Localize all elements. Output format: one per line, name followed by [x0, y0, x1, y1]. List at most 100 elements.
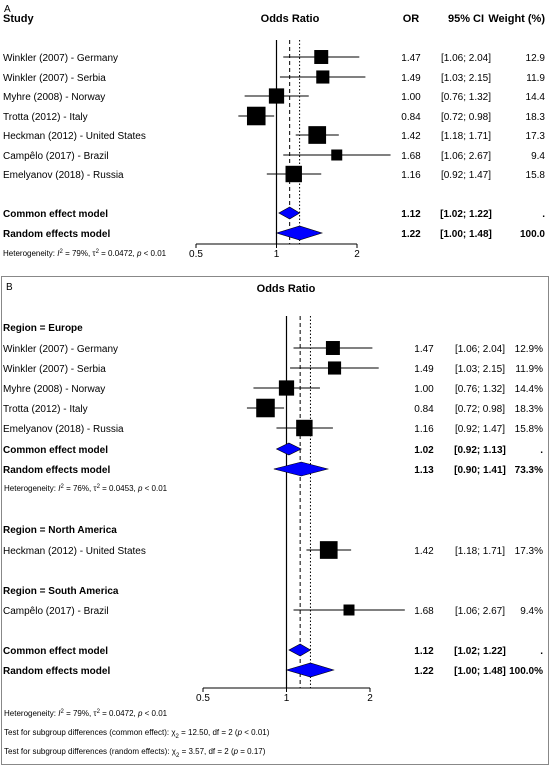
- or-value: 0.84: [414, 404, 434, 415]
- het-part: I: [58, 484, 61, 493]
- or-value: 1.00: [414, 384, 434, 395]
- het-part: τ: [93, 709, 97, 718]
- common-effect-or: 1.12: [414, 646, 434, 657]
- or-value: 1.47: [401, 53, 421, 64]
- study-label: Winkler (2007) - Serbia: [3, 364, 106, 375]
- study-label: Emelyanov (2018) - Russia: [3, 170, 124, 181]
- study-label: Campêlo (2017) - Brazil: [3, 606, 109, 617]
- heterogeneity-text: Heterogeneity: I2 = 79%, τ2 = 0.0472, p …: [3, 249, 167, 258]
- het-part: = 0.0472,: [99, 249, 137, 258]
- subgroup-random-effects-or: 1.13: [414, 465, 434, 476]
- ci-value: [1.06; 2.67]: [441, 151, 491, 162]
- panel-b: B Odds Ratio 0.5 1 2 Region = Europe Winkle…: [3, 282, 543, 759]
- weight-value: 11.9: [526, 73, 545, 84]
- common-effect-weight: .: [540, 646, 543, 657]
- weight-value: 9.4: [531, 151, 545, 162]
- random-effects-or: 1.22: [401, 229, 421, 240]
- random-effects-label: Random effects model: [3, 666, 110, 677]
- het-part: I: [58, 709, 61, 718]
- test-part: 2: [176, 734, 180, 740]
- subgroup-common-effect-weight: .: [540, 445, 543, 456]
- ci-value: [0.92; 1.47]: [441, 170, 491, 181]
- panel-b-rows: Region = Europe Winkler (2007) - Germany 1…: [3, 323, 543, 678]
- common-effect-or: 1.12: [401, 209, 421, 220]
- superscript-2: 2: [97, 709, 101, 715]
- study-marker: [296, 419, 313, 437]
- subgroup-common-effect-label: Common effect model: [3, 445, 108, 456]
- study-label: Heckman (2012) - United States: [3, 131, 146, 142]
- test-part: 2: [176, 753, 180, 759]
- weight-value: 12.9%: [515, 344, 543, 355]
- study-marker: [314, 50, 329, 64]
- panel-a-rows: Winkler (2007) - Germany 1.47 [1.06; 2.04]…: [3, 50, 546, 241]
- x-tick-label: 0.5: [196, 693, 210, 704]
- het-part: = 0.0472,: [100, 709, 138, 718]
- study-marker: [246, 106, 266, 126]
- study-marker: [278, 380, 295, 396]
- header-weight: Weight (%): [488, 13, 545, 25]
- superscript-2: 2: [60, 249, 64, 255]
- random-effects-diamond: [275, 225, 324, 241]
- random-effects-weight: 100.0: [520, 229, 545, 240]
- or-value: 1.49: [414, 364, 434, 375]
- header-or: OR: [403, 13, 420, 25]
- het-part: Heterogeneity:: [4, 709, 58, 718]
- heterogeneity-europe-text: Heterogeneity: I2 = 76%, τ2 = 0.0453, p …: [4, 484, 168, 493]
- het-part: < 0.01: [142, 709, 167, 718]
- study-label: Winkler (2007) - Serbia: [3, 73, 106, 84]
- random-effects-diamond: [285, 662, 335, 678]
- or-value: 1.16: [401, 170, 421, 181]
- study-marker: [325, 341, 340, 355]
- random-effects-ci: [1.00; 1.48]: [440, 229, 492, 240]
- subgroup-random-effects-weight: 73.3%: [515, 465, 543, 476]
- or-value: 1.47: [414, 344, 434, 355]
- subgroup-title: Region = South America: [3, 586, 119, 597]
- study-label: Trotta (2012) - Italy: [3, 404, 88, 415]
- het-part: p: [136, 249, 142, 258]
- header-study: Study: [3, 13, 34, 25]
- or-value: 1.68: [414, 606, 434, 617]
- ci-value: [1.18; 1.71]: [441, 131, 491, 142]
- random-effects-label: Random effects model: [3, 229, 110, 240]
- het-part: = 79%,: [63, 249, 93, 258]
- random-effects-or: 1.22: [414, 666, 434, 677]
- ci-value: [0.72; 0.98]: [441, 112, 491, 123]
- random-effects-ci: [1.00; 1.48]: [454, 666, 506, 677]
- test-part: = 0.17): [238, 747, 266, 756]
- subgroup-common-effect-diamond: [275, 442, 302, 456]
- header-odds-ratio-b: Odds Ratio: [257, 283, 316, 295]
- or-value: 1.00: [401, 92, 421, 103]
- study-marker: [327, 361, 342, 375]
- study-label: Campêlo (2017) - Brazil: [3, 151, 109, 162]
- weight-value: 14.4: [526, 92, 546, 103]
- common-effect-label: Common effect model: [3, 209, 108, 220]
- test-part: = 12.50, df = 2 (: [179, 728, 238, 737]
- x-tick-label: 1: [274, 249, 280, 260]
- test-part: < 0.01): [242, 728, 270, 737]
- common-effect-diamond: [278, 206, 301, 220]
- study-label: Winkler (2007) - Germany: [3, 53, 118, 64]
- het-part: Heterogeneity:: [3, 249, 57, 258]
- panel-b-plot-area: 0.5 1 2: [196, 316, 373, 704]
- weight-value: 18.3: [526, 112, 546, 123]
- or-value: 1.49: [401, 73, 421, 84]
- superscript-2: 2: [97, 484, 101, 490]
- het-part: I: [57, 249, 60, 258]
- het-part: < 0.01: [142, 484, 167, 493]
- test-part: Test for subgroup differences (common ef…: [4, 728, 171, 737]
- superscript-2: 2: [61, 484, 65, 490]
- subgroup-random-effects-diamond: [273, 461, 330, 477]
- ci-value: [0.76; 1.32]: [455, 384, 505, 395]
- ci-value: [0.72; 0.98]: [455, 404, 505, 415]
- ci-value: [0.92; 1.47]: [455, 424, 505, 435]
- study-marker: [308, 126, 327, 144]
- weight-value: 14.4%: [515, 384, 543, 395]
- common-effect-weight: .: [542, 209, 545, 220]
- subgroup-test-random-text: Test for subgroup differences (random ef…: [4, 747, 266, 759]
- het-part: Heterogeneity:: [4, 484, 58, 493]
- x-tick-label: 2: [367, 693, 373, 704]
- study-label: Trotta (2012) - Italy: [3, 112, 88, 123]
- weight-value: 9.4%: [520, 606, 543, 617]
- subgroup-random-effects-label: Random effects model: [3, 465, 110, 476]
